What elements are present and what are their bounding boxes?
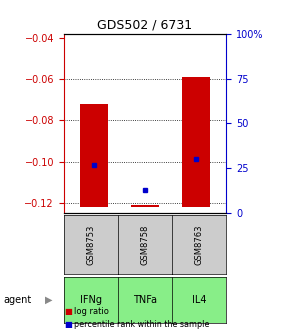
Text: GSM8763: GSM8763 bbox=[195, 224, 204, 265]
Title: GDS502 / 6731: GDS502 / 6731 bbox=[97, 18, 193, 31]
Bar bbox=[182, 77, 210, 207]
Text: IL4: IL4 bbox=[192, 295, 206, 305]
Text: ▶: ▶ bbox=[45, 295, 52, 305]
Text: agent: agent bbox=[3, 295, 31, 305]
Text: TNFa: TNFa bbox=[133, 295, 157, 305]
Text: percentile rank within the sample: percentile rank within the sample bbox=[74, 320, 209, 329]
Text: ■: ■ bbox=[64, 320, 72, 329]
Text: log ratio: log ratio bbox=[74, 307, 109, 316]
Text: GSM8753: GSM8753 bbox=[86, 224, 95, 265]
Bar bbox=[131, 205, 159, 207]
Text: GSM8758: GSM8758 bbox=[140, 224, 150, 265]
Text: ■: ■ bbox=[64, 307, 72, 316]
Bar bbox=[80, 104, 108, 207]
Text: IFNg: IFNg bbox=[80, 295, 102, 305]
